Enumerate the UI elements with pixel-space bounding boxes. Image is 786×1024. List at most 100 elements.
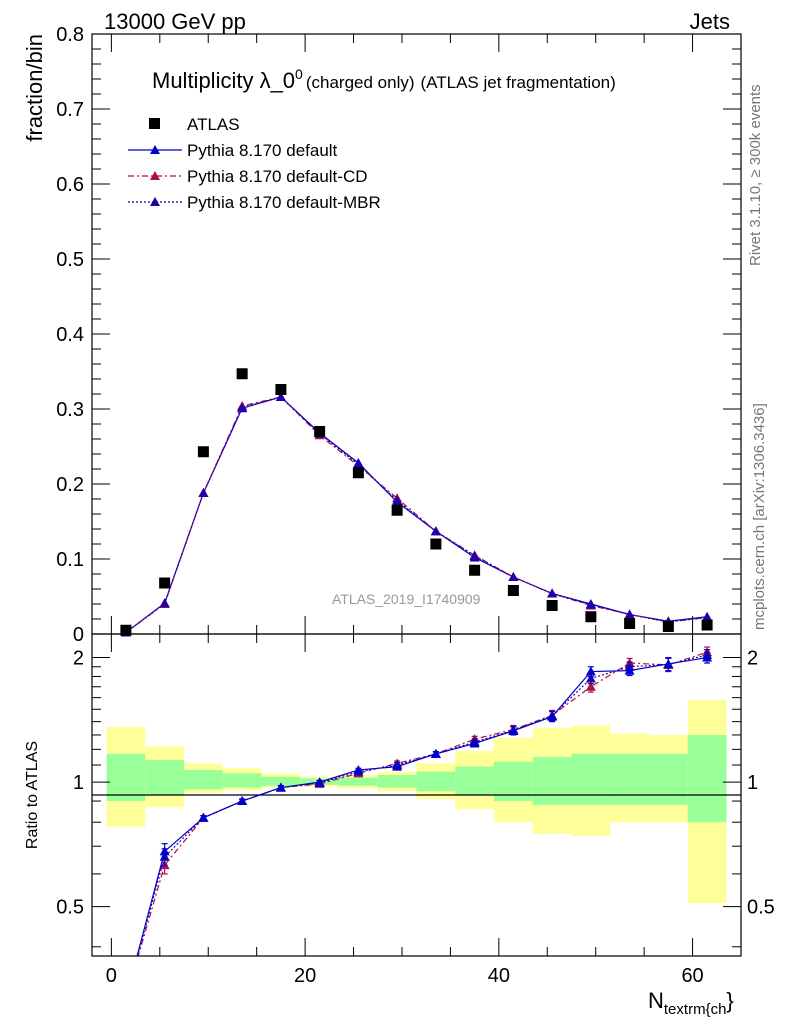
ratio-series-point xyxy=(508,725,519,735)
legend-marker xyxy=(149,118,160,129)
ratio-green-band xyxy=(416,771,456,792)
ratio-series-point xyxy=(392,761,403,771)
main-series-point xyxy=(585,599,596,609)
x-tick-label: 60 xyxy=(681,965,703,987)
ratio-green-band xyxy=(377,775,417,788)
main-series-point xyxy=(547,588,558,598)
main-y-tick-label: 0.7 xyxy=(56,99,84,121)
ratio-y-tick-label: 1 xyxy=(73,772,84,794)
main-series-point xyxy=(702,612,713,622)
ratio-series-point xyxy=(430,748,441,758)
main-series-point xyxy=(353,459,364,469)
ratio-green-band xyxy=(455,766,494,796)
main-tick-group: 0 0.1 0.2 0.3 0.4 0.5 0.6 0.7 0.8 xyxy=(56,24,741,646)
main-y-tick-label: 0.5 xyxy=(56,249,84,271)
main-y-tick-label: 0.4 xyxy=(56,324,84,346)
ratio-green-band xyxy=(145,760,185,796)
legend-marker xyxy=(150,145,160,154)
ratio-green-band xyxy=(106,753,146,802)
legend: ATLAS Pythia 8.170 default Pythia 8.170 de… xyxy=(128,115,381,212)
main-series-point xyxy=(508,572,519,581)
atlas-data-point xyxy=(314,426,326,437)
atlas-data-point xyxy=(197,446,209,458)
ratio-series-point xyxy=(237,796,248,806)
ratio-green-band xyxy=(648,753,688,806)
main-y-tick-label: 0.1 xyxy=(56,549,84,571)
x-tick-label: 0 xyxy=(106,965,117,987)
main-y-tick-label: 0.3 xyxy=(56,399,84,421)
ratio-green-band xyxy=(261,776,301,786)
atlas-data-point xyxy=(546,600,558,611)
ratio-green-band xyxy=(222,773,262,788)
ratio-series-point xyxy=(547,711,558,721)
header-right: Jets xyxy=(690,9,730,34)
ratio-series-point xyxy=(159,846,170,856)
main-series-group xyxy=(120,368,713,637)
main-series-point xyxy=(159,598,170,608)
ratio-series-point xyxy=(663,658,674,668)
main-y-tick-label: 0.8 xyxy=(56,24,84,46)
atlas-data-point xyxy=(352,467,364,479)
legend-marker xyxy=(150,171,160,180)
main-series-point xyxy=(275,392,286,401)
ratio-series-group xyxy=(136,646,713,956)
ratio-green-band xyxy=(687,734,727,823)
main-y-tick-label: 0 xyxy=(73,624,84,646)
mcplots-label: mcplots.cern.ch [arXiv:1306.3436] xyxy=(751,403,768,630)
ratio-series-point xyxy=(198,812,209,822)
ratio-series-point xyxy=(314,777,325,787)
watermark: ATLAS_2019_I1740909 xyxy=(332,591,481,607)
atlas-data-point xyxy=(624,618,636,629)
ratio-series-point xyxy=(585,681,596,691)
main-y-label: fraction/bin xyxy=(22,34,47,142)
ratio-y-tick-label: 2 xyxy=(73,648,84,670)
ratio-series-point xyxy=(702,652,713,662)
ratio-green-band xyxy=(571,753,611,806)
ratio-series-line xyxy=(137,651,708,956)
header-left: 13000 GeV pp xyxy=(104,9,246,34)
main-series-point xyxy=(624,609,635,619)
ratio-panel: 0.5 0.51 12 20 20 40 60 Ratio to ATLAS xyxy=(24,633,775,987)
legend-marker xyxy=(150,197,160,206)
ratio-tick-group: 0.5 0.51 12 20 20 40 60 xyxy=(56,634,775,987)
ratio-green-band xyxy=(610,753,649,806)
main-series-point xyxy=(430,526,441,536)
ratio-y-tick-label-right: 1 xyxy=(747,772,758,794)
atlas-data-point xyxy=(159,577,171,589)
main-series-point xyxy=(237,402,248,412)
ratio-green-band xyxy=(532,756,572,806)
atlas-data-point xyxy=(701,619,713,631)
ratio-series-point xyxy=(585,673,596,683)
ratio-y-tick-label: 0.5 xyxy=(56,897,84,919)
legend-label: Pythia 8.170 default-CD xyxy=(187,167,368,186)
ratio-y-tick-label-right: 0.5 xyxy=(747,897,775,919)
main-series-line xyxy=(125,396,708,633)
ratio-series-line xyxy=(136,654,708,956)
atlas-data-point xyxy=(662,621,674,632)
ratio-series-point xyxy=(275,782,286,792)
ratio-series-point xyxy=(469,738,480,748)
legend-label: Pythia 8.170 default xyxy=(187,141,338,160)
x-tick-label: 40 xyxy=(488,965,510,987)
atlas-data-point xyxy=(391,504,403,516)
ratio-y-tick-label-right: 2 xyxy=(747,648,758,670)
ratio-y-label: Ratio to ATLAS xyxy=(24,741,41,849)
legend-label: Pythia 8.170 default-MBR xyxy=(187,193,381,212)
main-y-tick-label: 0.2 xyxy=(56,474,84,496)
main-series-point xyxy=(198,488,209,497)
ratio-bands xyxy=(106,699,727,904)
ratio-frame xyxy=(91,633,742,957)
x-axis-label: Ntextrm{ch} xyxy=(648,988,734,1018)
main-series-point xyxy=(469,551,480,560)
ratio-series-point xyxy=(585,666,596,676)
atlas-data-point xyxy=(430,538,442,550)
atlas-data-point xyxy=(236,368,248,380)
ratio-clipped-group xyxy=(136,646,713,956)
main-title: Multiplicity λ_00 (charged only) (ATLAS je… xyxy=(152,66,616,93)
ratio-series-point xyxy=(353,764,364,774)
main-panel: Multiplicity λ_00 (charged only) (ATLAS je… xyxy=(22,24,742,646)
main-series-point xyxy=(392,495,403,505)
atlas-data-point xyxy=(469,564,481,576)
ratio-green-band xyxy=(339,777,378,786)
